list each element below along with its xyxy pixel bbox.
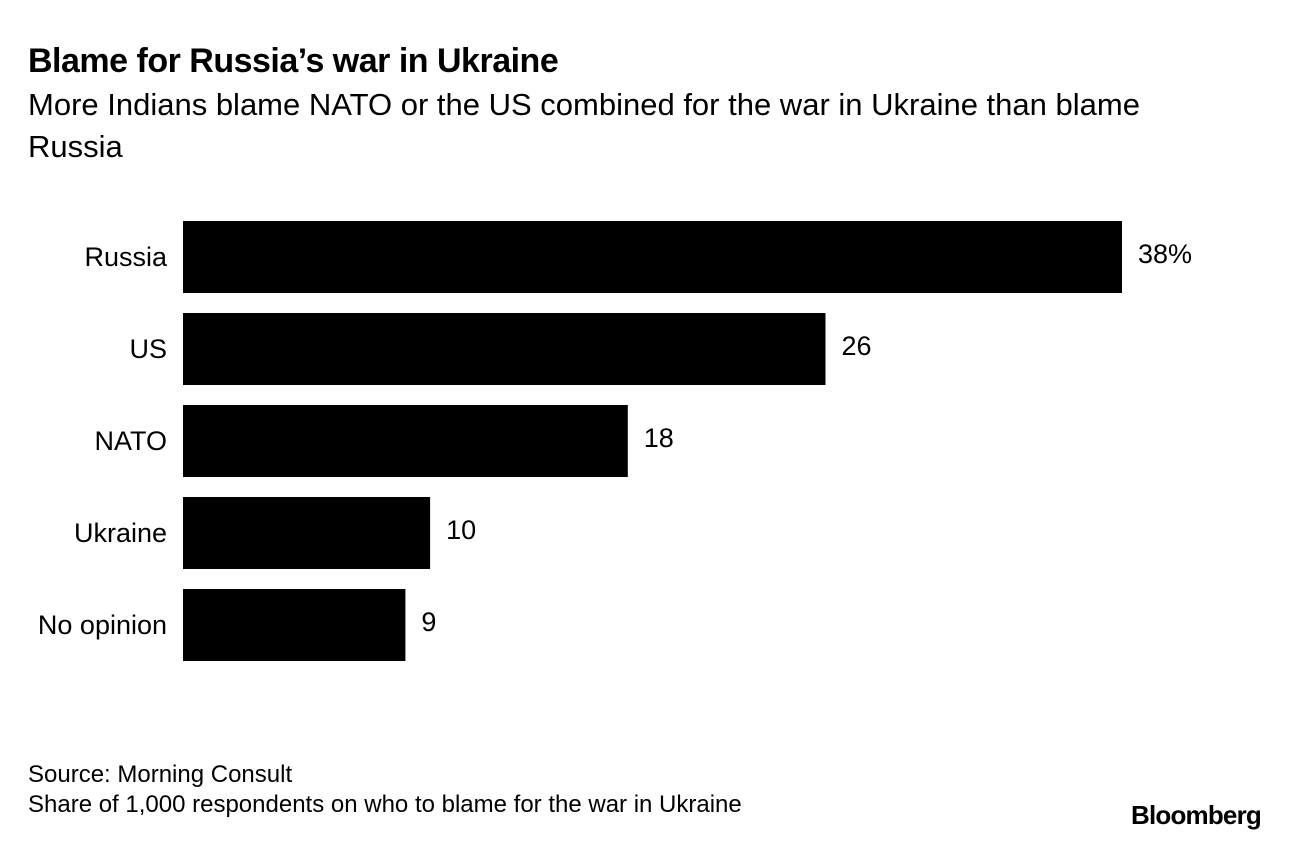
bar-us (183, 313, 826, 385)
category-label: Russia (84, 242, 168, 272)
bar-russia (183, 221, 1122, 293)
chart-footer: Source: Morning Consult Share of 1,000 r… (28, 760, 742, 820)
value-label: 26 (841, 331, 871, 361)
respondents-note: Share of 1,000 respondents on who to bla… (28, 791, 742, 818)
category-label: No opinion (38, 610, 167, 640)
value-label: 10 (446, 515, 476, 545)
chart-title: Blame for Russia’s war in Ukraine (28, 42, 559, 80)
bar-ukraine (183, 497, 431, 569)
bar-chart: Russia 38% US 26 NATO 18 Ukraine 10 No opinion 9 (38, 221, 1192, 661)
value-label: 18 (644, 423, 674, 453)
bar-nato (183, 405, 628, 477)
bar-no-opinion (183, 589, 406, 661)
chart-subtitle: More Indians blame NATO or the US combin… (28, 87, 1140, 164)
value-label: 9 (421, 607, 436, 637)
bloomberg-logo: Bloomberg (1130, 800, 1262, 830)
category-label: Ukraine (74, 518, 167, 548)
category-label: US (129, 334, 167, 364)
category-label: NATO (94, 426, 167, 456)
value-label: 38% (1138, 239, 1192, 269)
source-note: Source: Morning Consult (28, 761, 293, 788)
